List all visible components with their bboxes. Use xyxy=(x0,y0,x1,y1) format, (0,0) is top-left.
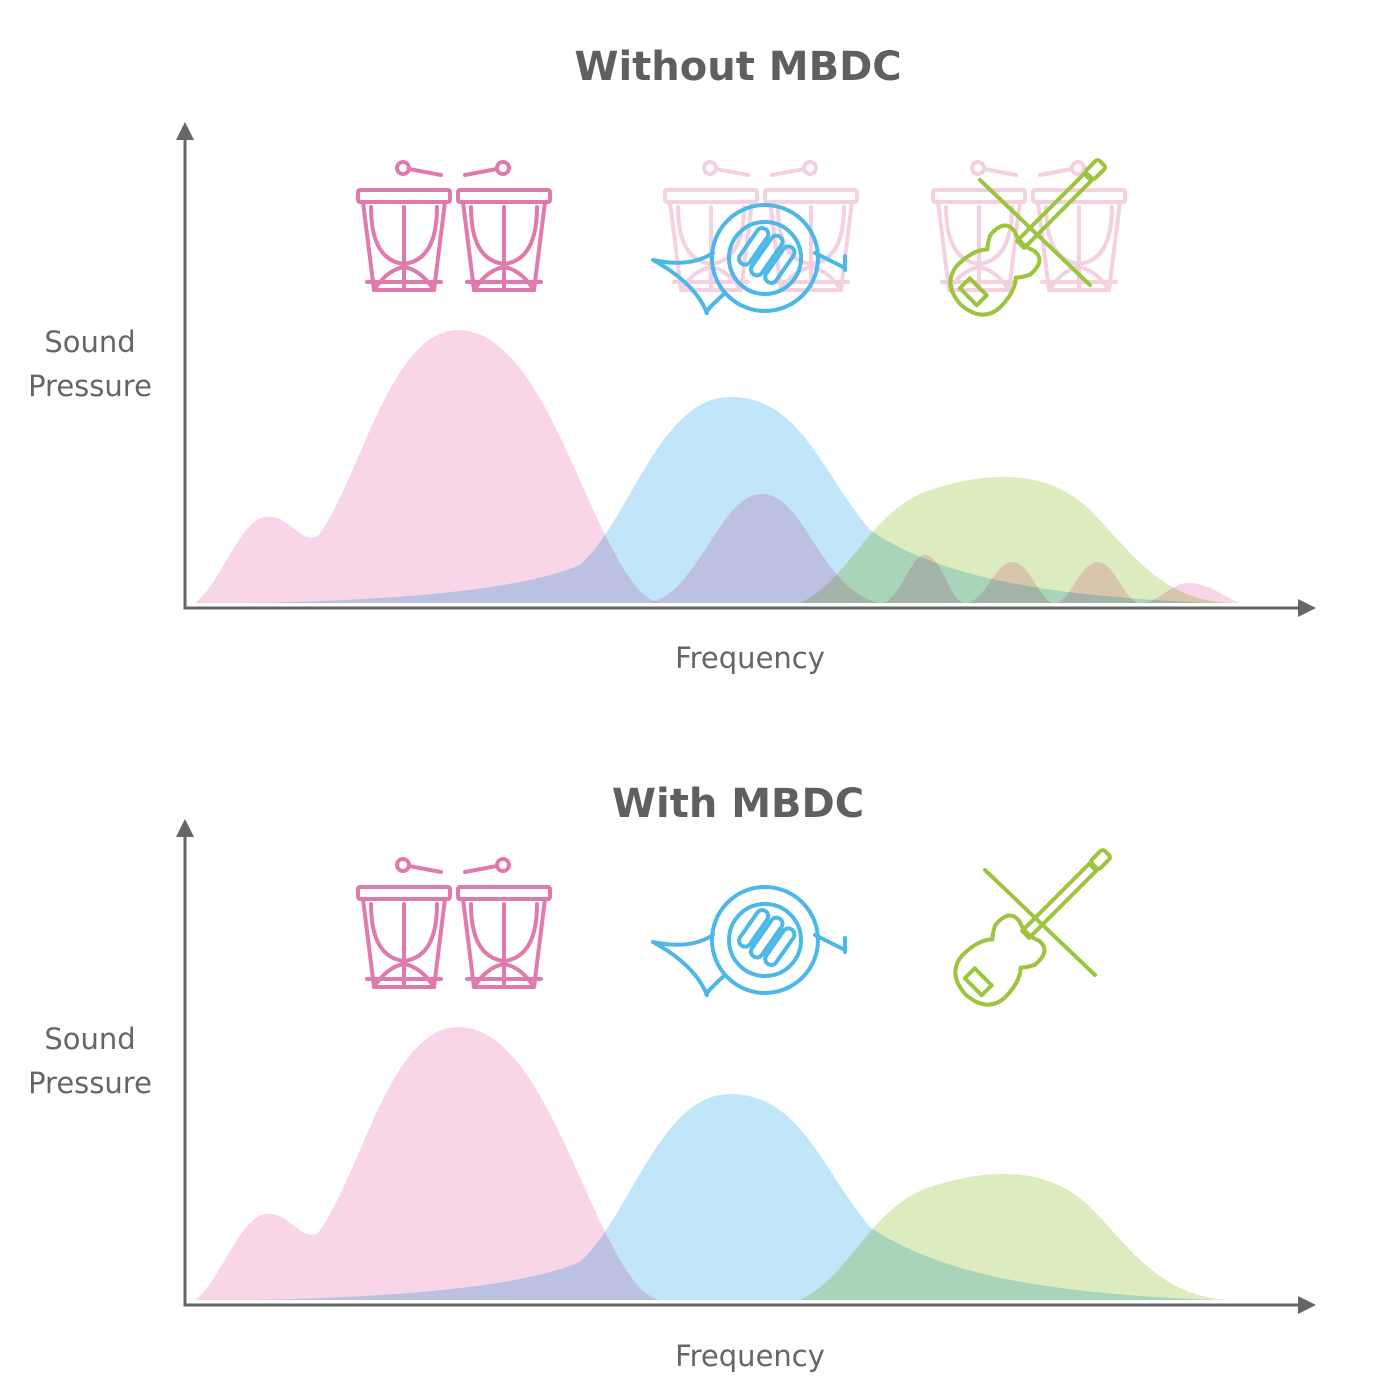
axes xyxy=(183,135,1305,610)
y-label: Sound xyxy=(44,325,135,359)
axes xyxy=(183,832,1305,1307)
horn-icon xyxy=(651,885,847,997)
x-label: Frequency xyxy=(675,1339,825,1373)
panel-title: With MBDC xyxy=(612,781,864,827)
y-label: Pressure xyxy=(28,1066,152,1100)
y-label: Pressure xyxy=(28,369,152,403)
arrow xyxy=(1298,599,1316,617)
panel: Without MBDC Sound Pressure Frequency xyxy=(28,44,1316,675)
distortion-curve xyxy=(650,494,1240,603)
drums-icon xyxy=(358,162,550,290)
arrow xyxy=(176,122,194,140)
arrow xyxy=(176,819,194,837)
drums-icon xyxy=(358,859,550,987)
violin-icon xyxy=(942,829,1131,1018)
x-label: Frequency xyxy=(675,641,825,675)
violin-icon xyxy=(937,139,1126,328)
curves xyxy=(195,1027,1230,1300)
arrow xyxy=(1298,1296,1316,1314)
panel: With MBDC Sound Pressure Frequency xyxy=(28,781,1316,1373)
y-label: Sound xyxy=(44,1022,135,1056)
panel-title: Without MBDC xyxy=(574,44,901,90)
